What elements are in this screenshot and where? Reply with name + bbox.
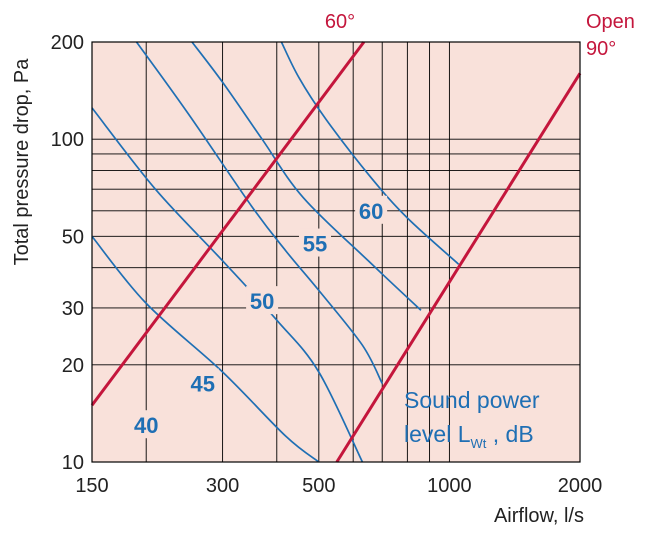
sound-level-labels: 40 45 50 55 60	[130, 195, 388, 439]
y-tick-label: 100	[51, 129, 84, 151]
x-tick-label: 2000	[558, 475, 603, 497]
sound-level-label: 45	[190, 372, 214, 397]
y-tick-label: 20	[62, 355, 84, 377]
sound-level-label: 50	[250, 289, 274, 314]
plot-area: 40 45 50 55 60	[90, 41, 582, 463]
sound-power-annotation-line2: level LWt , dB	[404, 421, 534, 451]
sound-power-annotation-line1: Sound power	[404, 387, 540, 413]
sound-level-label-bg	[355, 195, 388, 224]
sound-power-curve-3	[135, 41, 383, 384]
sound-level-label: 55	[303, 232, 327, 257]
y-tick-label: 50	[62, 226, 84, 248]
x-tick-label: 500	[302, 475, 335, 497]
y-tick-label: 10	[62, 452, 84, 474]
x-axis-label: Airflow, l/s	[494, 505, 584, 527]
annotation-unit: , dB	[486, 421, 533, 447]
x-tick-label: 1000	[427, 475, 472, 497]
x-tick-label: 150	[75, 475, 108, 497]
x-tick-label: 300	[206, 475, 239, 497]
y-tick-labels: 10 20 30 50 100 200	[51, 32, 84, 474]
sound-level-label-bg	[246, 286, 279, 315]
damper-label-60: 60°	[325, 11, 355, 33]
damper-labels: 60° Open 90°	[325, 11, 635, 60]
annotation-subscript: Wt	[470, 436, 486, 451]
sound-power-curve-4	[191, 41, 422, 311]
damper-label-open-1: Open	[586, 11, 635, 33]
damper-label-open-2: 90°	[586, 38, 616, 60]
y-tick-label: 30	[62, 298, 84, 320]
y-axis-label: Total pressure drop, Pa	[11, 58, 33, 266]
sound-level-label: 40	[134, 413, 158, 438]
damper-line-1	[90, 41, 366, 407]
sound-power-curve-1	[91, 235, 320, 463]
sound-level-label: 60	[359, 199, 383, 224]
damper-line-2	[335, 72, 582, 463]
damper-lines	[90, 41, 582, 463]
plot-background	[92, 42, 580, 462]
x-tick-labels: 150 300 500 1000 2000	[75, 475, 602, 497]
sound-level-label-bg	[130, 410, 163, 439]
sound-level-label-bg	[186, 368, 219, 397]
plot-frame	[91, 41, 581, 463]
annotation-level-text: level L	[404, 421, 471, 447]
y-tick-label: 200	[51, 32, 84, 54]
sound-power-curve-5	[280, 41, 460, 265]
sound-level-label-bg	[299, 228, 332, 257]
